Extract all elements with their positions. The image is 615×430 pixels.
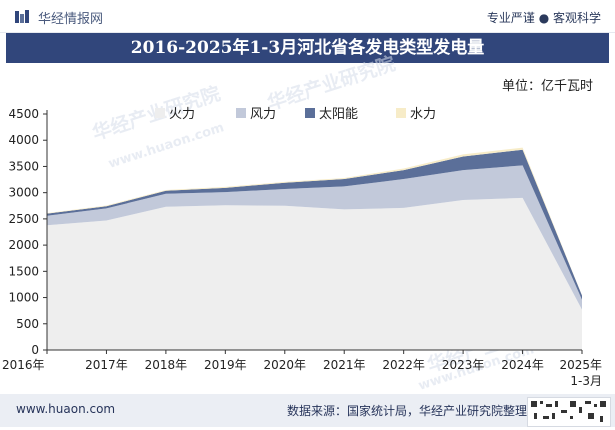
data-source-text: 数据来源：国家统计局，华经产业研究院整理	[286, 404, 527, 418]
x-tick-label: 2023年	[442, 358, 485, 372]
x-tick-label: 1-3月	[570, 374, 602, 388]
footer-url-link[interactable]: www.huaon.com	[16, 402, 116, 416]
huajing-logo-icon	[15, 10, 29, 23]
x-tick-label: 2016年	[2, 358, 45, 372]
x-tick-label: 2020年	[264, 358, 307, 372]
y-tick-label: 500	[16, 317, 39, 331]
y-tick-label: 4500	[8, 107, 39, 121]
area-layer	[47, 147, 582, 350]
brand-name: 华经情报网	[38, 12, 104, 27]
area-series-风力	[47, 165, 582, 310]
legend-swatch-太阳能	[305, 108, 315, 118]
legend-label-太阳能: 太阳能	[319, 107, 358, 122]
footer-bar: www.huaon.com 数据来源：国家统计局，华经产业研究院整理	[0, 394, 615, 427]
unit-label: 单位：亿千瓦时	[501, 79, 593, 94]
y-tick-label: 1500	[8, 264, 39, 278]
legend-label-水力: 水力	[410, 107, 436, 122]
x-tick-label: 2018年	[145, 358, 188, 372]
y-tick-label: 2000	[8, 238, 39, 252]
area-series-水力	[47, 147, 582, 296]
stacked-area-chart: 华经产业研究院 华经产业研究院 华经产业研究院 www.huaon.com ww…	[2, 52, 602, 394]
legend-swatch-水力	[396, 108, 406, 118]
area-series-太阳能	[47, 149, 582, 300]
qr-code-image	[527, 397, 611, 427]
x-tick-label: 2022年	[382, 358, 425, 372]
legend-swatch-风力	[236, 108, 246, 118]
x-tick-label: 2024年	[501, 358, 544, 372]
x-tick-label: 2021年	[323, 358, 366, 372]
legend-label-火力: 火力	[169, 107, 195, 122]
chart-title: 2016-2025年1-3月河北省各发电类型发电量	[6, 33, 609, 63]
legend: 火力 风力 太阳能 水力	[155, 107, 436, 122]
watermark: 华经产业研究院	[264, 52, 398, 115]
y-tick-label: 2500	[8, 212, 39, 226]
y-tick-label: 3500	[8, 159, 39, 173]
y-tick-label: 1000	[8, 291, 39, 305]
area-series-火力	[47, 197, 582, 350]
top-bar: 华经情报网 专业严谨 ● 客观科学	[0, 0, 615, 33]
x-tick-label: 2025年	[559, 358, 602, 372]
x-tick-label: 2019年	[204, 358, 247, 372]
qr-pattern-icon	[531, 401, 606, 422]
y-tick-label: 0	[31, 343, 39, 357]
axes-layer: 0 500 1000 1500 2000 2500 3000 3500 4000 4500 2016…	[2, 107, 602, 388]
legend-label-风力: 风力	[250, 107, 276, 122]
y-tick-label: 3000	[8, 186, 39, 200]
brand-tagline: 专业严谨 ● 客观科学	[486, 11, 601, 25]
x-tick-label: 2017年	[85, 358, 128, 372]
y-tick-label: 4000	[8, 133, 39, 147]
legend-swatch-火力	[155, 108, 165, 118]
